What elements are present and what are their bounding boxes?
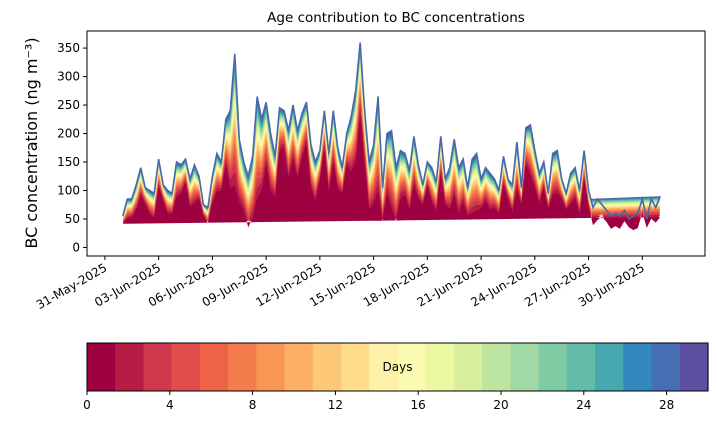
colorbar-label: Days (383, 360, 413, 374)
colorbar-tick-label: 0 (83, 398, 91, 412)
colorbar-segment (312, 343, 342, 391)
colorbar-tick-label: 28 (659, 398, 674, 412)
y-tick-label: 200 (57, 127, 80, 141)
y-tick-label: 250 (57, 98, 80, 112)
colorbar-tick-label: 16 (411, 398, 426, 412)
colorbar-segment (510, 343, 540, 391)
colorbar-segment (284, 343, 314, 391)
colorbar-segment (228, 343, 257, 391)
y-tick-label: 350 (57, 41, 80, 55)
colorbar-segment (397, 343, 427, 391)
colorbar-tick-label: 12 (328, 398, 343, 412)
plot-area (122, 42, 661, 231)
y-axis: 0 50 100 150 200 250 300 350 (57, 41, 87, 254)
colorbar-segment (425, 343, 455, 391)
colorbar-segment (256, 343, 286, 391)
colorbar-segment (651, 343, 681, 391)
colorbar-segment (566, 343, 596, 391)
colorbar-tick-label: 24 (576, 398, 591, 412)
colorbar-segment (679, 343, 709, 391)
age-colorbar: Days 0 4 8 12 16 20 24 28 (83, 342, 709, 412)
total-bc-line (122, 42, 661, 221)
colorbar-segment (453, 343, 483, 391)
colorbar-segment (623, 343, 653, 391)
colorbar-segment (143, 343, 173, 391)
y-tick-label: 150 (57, 155, 80, 169)
y-axis-label: BC concentration (ng m⁻³) (22, 37, 41, 248)
colorbar-segment (482, 343, 512, 391)
age-layer-0 (122, 114, 661, 231)
colorbar-segment (171, 343, 201, 391)
x-axis: 31-May-202503-Jun-202506-Jun-202509-Jun-… (34, 256, 647, 312)
plot-frame (86, 30, 706, 257)
colorbar-segment (115, 343, 145, 391)
colorbar-segment (595, 343, 624, 391)
colorbar-segment (369, 343, 399, 391)
colorbar-tick-label: 8 (249, 398, 257, 412)
colorbar-tick-label: 20 (493, 398, 508, 412)
colorbar-segment (87, 343, 116, 391)
chart-title: Age contribution to BC concentrations (267, 10, 525, 26)
colorbar-frame (86, 342, 709, 392)
y-tick-label: 300 (57, 70, 80, 84)
colorbar-tick-label: 4 (166, 398, 174, 412)
y-tick-label: 100 (57, 183, 80, 197)
colorbar-segment (538, 343, 568, 391)
colorbar-segment (341, 343, 370, 391)
y-tick-label: 0 (72, 240, 80, 254)
y-tick-label: 50 (65, 212, 80, 226)
colorbar-segment (199, 343, 229, 391)
